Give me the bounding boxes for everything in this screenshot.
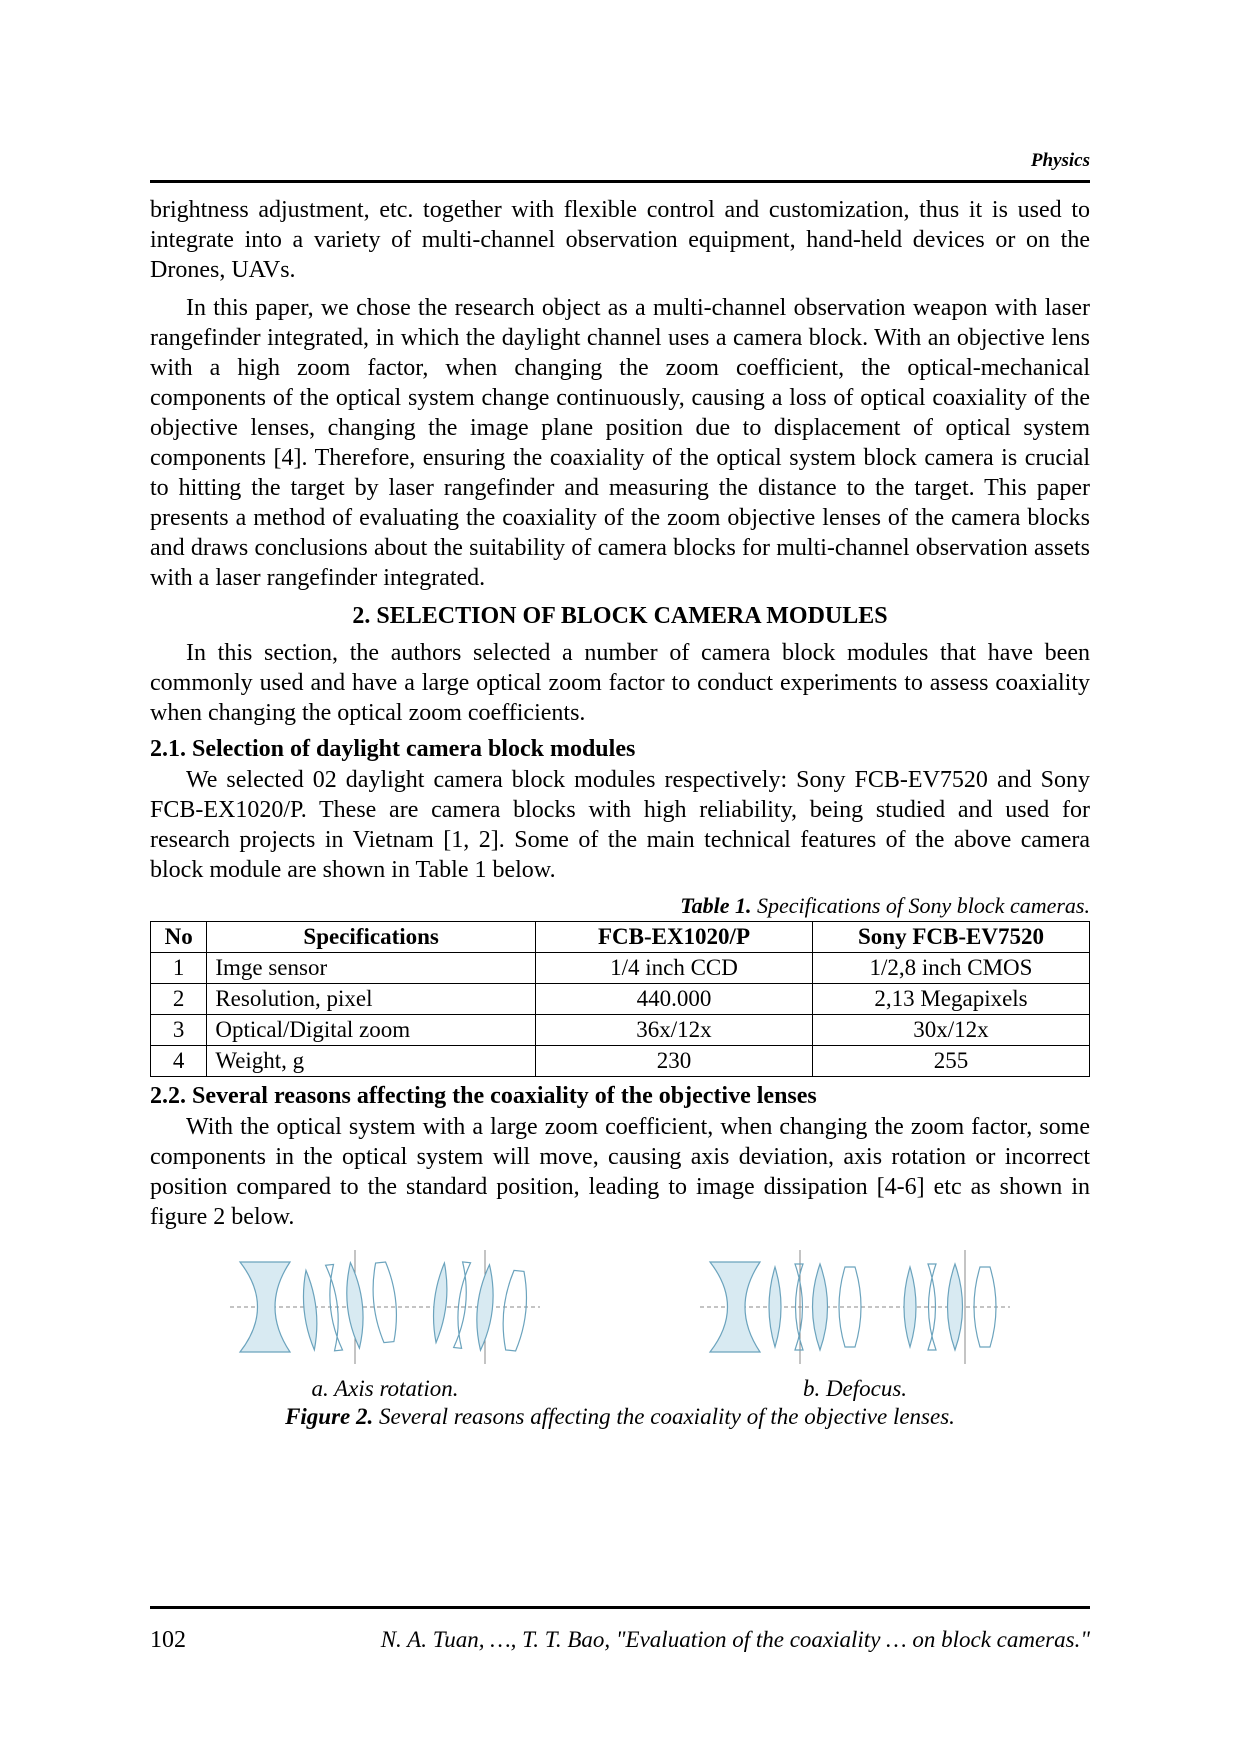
table-1-caption-text: Specifications of Sony block cameras. [752, 893, 1090, 918]
cell: 3 [151, 1015, 207, 1046]
col-ex1020: FCB-EX1020/P [535, 922, 812, 953]
paragraph-2: In this paper, we chose the research obj… [150, 293, 1090, 593]
cell: 1/2,8 inch CMOS [812, 953, 1089, 984]
paragraph-1: brightness adjustment, etc. together wit… [150, 195, 1090, 285]
figure-2-subcaptions: a. Axis rotation. b. Defocus. [150, 1376, 1090, 1402]
page-number: 102 [150, 1627, 186, 1654]
cell: 1/4 inch CCD [535, 953, 812, 984]
figure-2-caption: Figure 2. Several reasons affecting the … [150, 1404, 1090, 1430]
paragraph-5: With the optical system with a large zoo… [150, 1112, 1090, 1232]
cell: 36x/12x [535, 1015, 812, 1046]
table-1: No Specifications FCB-EX1020/P Sony FCB-… [150, 921, 1090, 1077]
table-row: 4 Weight, g 230 255 [151, 1046, 1090, 1077]
figure-2-caption-text: Several reasons affecting the coaxiality… [373, 1404, 955, 1429]
footer-authors: N. A. Tuan, …, T. T. Bao, [381, 1627, 616, 1652]
paragraph-3: In this section, the authors selected a … [150, 638, 1090, 728]
col-spec: Specifications [207, 922, 536, 953]
figure-2b-lens-icon [700, 1242, 1010, 1372]
table-1-caption: Table 1. Specifications of Sony block ca… [150, 893, 1090, 919]
figure-2a-label: a. Axis rotation. [150, 1376, 620, 1402]
paragraph-4: We selected 02 daylight camera block mod… [150, 765, 1090, 885]
cell: Optical/Digital zoom [207, 1015, 536, 1046]
col-no: No [151, 922, 207, 953]
cell: 230 [535, 1046, 812, 1077]
cell: Resolution, pixel [207, 984, 536, 1015]
col-ev7520: Sony FCB-EV7520 [812, 922, 1089, 953]
cell: 255 [812, 1046, 1089, 1077]
cell: Weight, g [207, 1046, 536, 1077]
cell: 1 [151, 953, 207, 984]
section-2-heading: 2. SELECTION OF BLOCK CAMERA MODULES [150, 603, 1090, 630]
footer-citation: N. A. Tuan, …, T. T. Bao, "Evaluation of… [381, 1627, 1090, 1653]
figure-2 [150, 1242, 1090, 1372]
cell: 4 [151, 1046, 207, 1077]
subject-header: Physics [150, 150, 1090, 183]
table-row: 3 Optical/Digital zoom 36x/12x 30x/12x [151, 1015, 1090, 1046]
cell: 2 [151, 984, 207, 1015]
cell: 30x/12x [812, 1015, 1089, 1046]
table-row: 2 Resolution, pixel 440.000 2,13 Megapix… [151, 984, 1090, 1015]
table-header-row: No Specifications FCB-EX1020/P Sony FCB-… [151, 922, 1090, 953]
cell: 440.000 [535, 984, 812, 1015]
subsection-2-1-heading: 2.1. Selection of daylight camera block … [150, 736, 1090, 763]
table-row: 1 Imge sensor 1/4 inch CCD 1/2,8 inch CM… [151, 953, 1090, 984]
cell: 2,13 Megapixels [812, 984, 1089, 1015]
figure-2-caption-label: Figure 2. [285, 1404, 373, 1429]
subsection-2-2-heading: 2.2. Several reasons affecting the coaxi… [150, 1083, 1090, 1110]
footer-title: "Evaluation of the coaxiality … on block… [616, 1627, 1090, 1652]
figure-2a-lens-icon [230, 1242, 540, 1372]
page-footer: 102 N. A. Tuan, …, T. T. Bao, "Evaluatio… [150, 1606, 1090, 1654]
table-1-caption-label: Table 1. [680, 893, 751, 918]
figure-2b-label: b. Defocus. [620, 1376, 1090, 1402]
cell: Imge sensor [207, 953, 536, 984]
